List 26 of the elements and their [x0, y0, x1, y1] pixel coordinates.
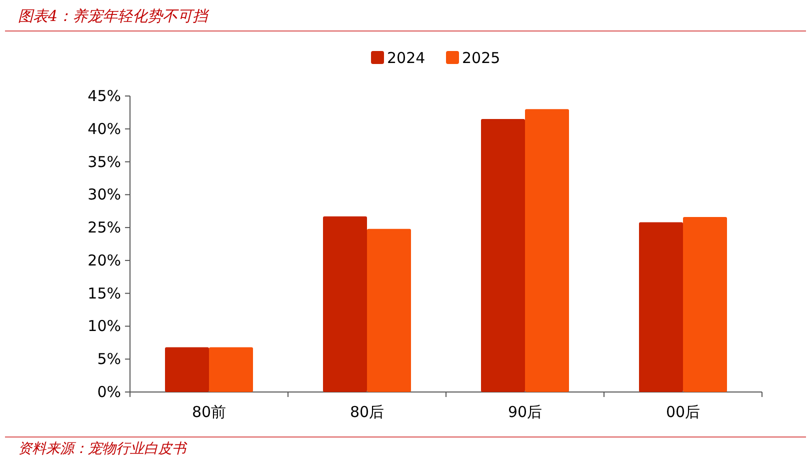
y-tick-label: 10%: [88, 317, 121, 336]
y-tick-label: 40%: [88, 120, 121, 138]
y-tick-label: 30%: [88, 186, 121, 204]
bar: [481, 119, 525, 392]
y-tick-label: 45%: [88, 87, 121, 105]
y-tick-label: 5%: [97, 350, 121, 368]
y-tick-label: 20%: [88, 251, 121, 270]
legend-label: 2025: [462, 49, 500, 67]
bar: [525, 109, 569, 392]
text: 资料来源：宠物行业白皮书: [18, 441, 188, 457]
y-tick-label: 0%: [97, 383, 121, 401]
y-tick-label: 15%: [88, 284, 121, 302]
x-tick-label: 80前: [192, 403, 226, 421]
bar: [683, 217, 727, 392]
y-tick-label: 35%: [88, 152, 121, 171]
bar: [367, 228, 411, 392]
chart-title: 图表4：养宠年轻化势不可挡: [18, 7, 210, 25]
x-tick-label: 90后: [508, 403, 542, 421]
legend-label: 2024: [387, 49, 426, 67]
bar: [209, 347, 253, 392]
bar: [639, 222, 683, 392]
x-tick-label: 80后: [350, 403, 384, 421]
bar: [165, 347, 209, 392]
bar: [323, 216, 367, 392]
y-tick-label: 25%: [88, 218, 121, 237]
x-tick-label: 00后: [666, 403, 700, 421]
